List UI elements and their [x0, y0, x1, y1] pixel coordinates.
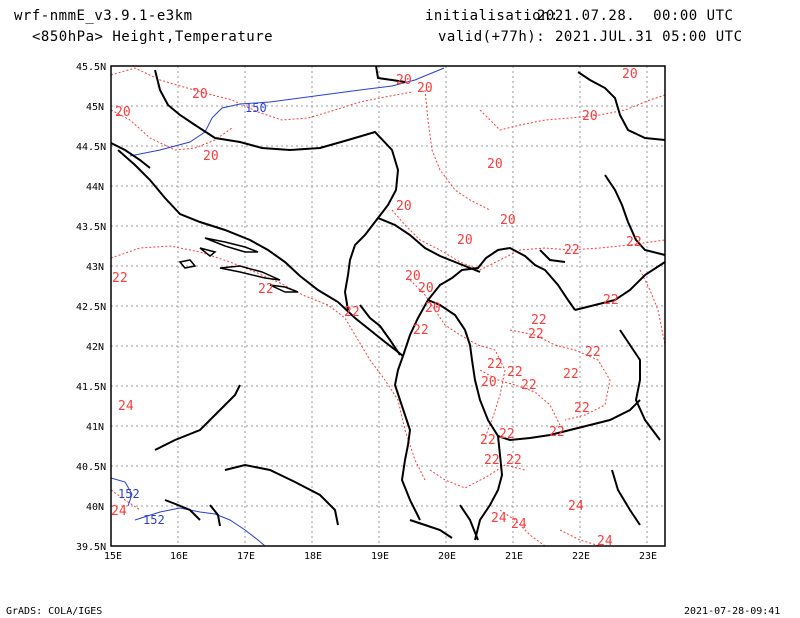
generation-timestamp: 2021-07-28-09:41 — [684, 606, 781, 617]
coastlines-and-borders — [110, 65, 666, 541]
lon-tick: 16E — [170, 551, 188, 562]
lat-tick: 42.5N — [76, 302, 106, 313]
temp-contour-label: 20 — [396, 73, 412, 88]
lat-tick: 41N — [86, 422, 104, 433]
temp-contour-label: 20 — [500, 213, 516, 228]
lat-tick: 45.5N — [76, 62, 106, 73]
temp-contour-label: 20 — [582, 109, 598, 124]
temp-contour-label: 22 — [564, 243, 580, 258]
lat-tick: 42N — [86, 342, 104, 353]
temp-contour-label: 24 — [568, 499, 584, 514]
temp-contour-label: 20 — [481, 375, 497, 390]
lat-tick: 45N — [86, 102, 104, 113]
lon-tick: 23E — [639, 551, 657, 562]
temperature-labels: 20 20 20 20 20 20 20 20 20 20 20 20 20 2… — [111, 67, 642, 549]
temp-contour-label: 20 — [405, 269, 421, 284]
temp-contour-label: 22 — [413, 323, 429, 338]
temp-contour-label: 22 — [521, 378, 537, 393]
lon-tick: 18E — [304, 551, 322, 562]
lat-tick: 39.5N — [76, 542, 106, 553]
temp-contour-label: 24 — [118, 399, 134, 414]
temp-contour-label: 22 — [549, 425, 565, 440]
height-contour-label: 152 — [143, 513, 165, 527]
temp-contour-label: 24 — [111, 504, 127, 519]
temp-contour-label: 20 — [418, 281, 434, 296]
temp-contour-label: 20 — [203, 149, 219, 164]
lon-tick: 15E — [104, 551, 122, 562]
temp-contour-label: 20 — [115, 105, 131, 120]
temp-contour-label: 22 — [480, 433, 496, 448]
temp-contour-label: 22 — [507, 365, 523, 380]
lat-tick: 44N — [86, 182, 104, 193]
lat-tick: 41.5N — [76, 382, 106, 393]
temp-contour-label: 22 — [563, 367, 579, 382]
temp-contour-label: 22 — [484, 453, 500, 468]
temp-contour-label: 22 — [585, 345, 601, 360]
software-credit: GrADS: COLA/IGES — [6, 606, 103, 617]
lat-tick: 43.5N — [76, 222, 106, 233]
islands — [178, 237, 299, 293]
height-contour-label: 152 — [118, 487, 140, 501]
init-label: initialisation: — [425, 8, 559, 24]
temp-contour-label: 22 — [499, 427, 515, 442]
temp-contour-label: 24 — [491, 511, 507, 526]
lon-tick: 17E — [237, 551, 255, 562]
temp-contour-label: 20 — [457, 233, 473, 248]
lon-tick: 19E — [371, 551, 389, 562]
temp-contour-label: 22 — [528, 327, 544, 342]
temp-contour-label: 22 — [112, 271, 128, 286]
lat-tick: 40.5N — [76, 462, 106, 473]
valid-label: valid(+77h): — [438, 29, 546, 45]
temp-contour-label: 24 — [597, 534, 613, 549]
init-value: 2021.07.28. 00:00 UTC — [537, 8, 734, 24]
temp-contour-label: 20 — [622, 67, 638, 82]
temp-contour-label: 22 — [506, 453, 522, 468]
temp-contour-label: 20 — [487, 157, 503, 172]
temperature-contours — [110, 67, 666, 547]
valid-value: 2021.JUL.31 05:00 UTC — [555, 29, 743, 45]
temp-contour-label: 22 — [574, 401, 590, 416]
temp-contour-label: 22 — [344, 305, 360, 320]
temp-contour-label: 20 — [425, 301, 441, 316]
temp-contour-label: 24 — [511, 517, 527, 532]
lat-tick: 43N — [86, 262, 104, 273]
temp-contour-label: 20 — [192, 87, 208, 102]
temp-contour-label: 20 — [396, 199, 412, 214]
temp-contour-label: 22 — [626, 235, 642, 250]
lon-tick: 22E — [572, 551, 590, 562]
temp-contour-label: 22 — [487, 357, 503, 372]
map-frame — [110, 65, 666, 547]
temp-contour-label: 20 — [417, 81, 433, 96]
longitude-axis: 15E 16E 17E 18E 19E 20E 21E 22E 23E — [104, 551, 657, 562]
height-labels: 150 152 152 — [118, 101, 267, 527]
lon-tick: 21E — [505, 551, 523, 562]
temp-contour-label: 22 — [531, 313, 547, 328]
height-contours — [110, 67, 445, 547]
lat-lon-grid — [111, 66, 665, 546]
height-contour-label: 150 — [245, 101, 267, 115]
temp-contour-label: 22 — [603, 293, 619, 308]
temp-contour-label: 22 — [258, 282, 274, 297]
latitude-axis: 45.5N 45N 44.5N 44N 43.5N 43N 42.5N 42N … — [76, 62, 106, 553]
field-description: <850hPa> Height,Temperature — [32, 29, 274, 45]
lat-tick: 44.5N — [76, 142, 106, 153]
lon-tick: 20E — [438, 551, 456, 562]
lat-tick: 40N — [86, 502, 104, 513]
model-title: wrf-nmmE_v3.9.1-e3km — [14, 8, 193, 24]
